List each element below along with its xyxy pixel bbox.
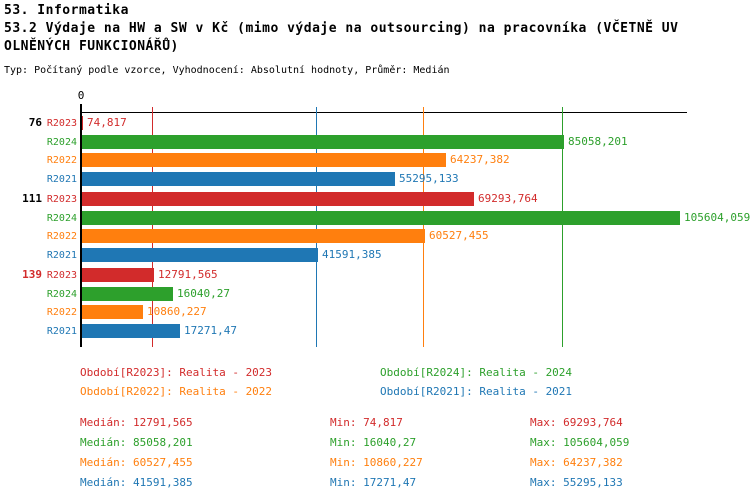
bar-row: 76 R2023 74,817 [0, 116, 750, 130]
series-label-R2024: R2024 [46, 137, 77, 148]
report-meta: Typ: Počítaný podle vzorce, Vyhodnocení:… [4, 65, 450, 76]
median-gridline-R2024 [562, 107, 563, 347]
x-axis-line [80, 112, 687, 113]
group-label: 111 [22, 192, 42, 205]
bar-value-label: 16040,27 [177, 287, 230, 300]
legend-item-R2024: Období[R2024]: Realita - 2024 [380, 366, 573, 379]
bar-value-label: 105604,059 [684, 211, 750, 224]
bar-value-label: 12791,565 [158, 268, 218, 281]
bar-row: R2022 60527,455 [0, 229, 750, 243]
series-label-R2022: R2022 [46, 155, 77, 166]
bar-R2024 [82, 211, 680, 225]
report-title: 53. Informatika [4, 3, 129, 18]
bar-row: 111 R2023 69293,764 [0, 192, 750, 206]
bar-row: R2024 85058,201 [0, 135, 750, 149]
bar-value-label: 69293,764 [478, 192, 538, 205]
bar-row: R2022 64237,382 [0, 153, 750, 167]
series-label-R2023: R2023 [46, 270, 77, 281]
bar-value-label: 74,817 [87, 116, 127, 129]
series-label-R2024: R2024 [46, 289, 77, 300]
stat-max-R2024: Max: 105604,059 [530, 436, 630, 449]
stat-min-R2022: Min: 10860,227 [330, 456, 423, 469]
bar-R2024 [82, 135, 564, 149]
bar-R2022 [82, 153, 446, 167]
stat-max-R2023: Max: 69293,764 [530, 416, 623, 429]
series-label-R2023: R2023 [46, 194, 77, 205]
stat-min-R2024: Min: 16040,27 [330, 436, 417, 449]
group-label: 139 [22, 268, 42, 281]
legend-item-R2022: Období[R2022]: Realita - 2022 [80, 385, 273, 398]
bar-R2022 [82, 229, 425, 243]
bar-row: R2021 55295,133 [0, 172, 750, 186]
series-label-R2024: R2024 [46, 213, 77, 224]
legend-item-R2023: Období[R2023]: Realita - 2023 [80, 366, 273, 379]
bar-value-label: 60527,455 [429, 229, 489, 242]
stat-median-R2023: Medián: 12791,565 [80, 416, 193, 429]
bar-row: 139 R2023 12791,565 [0, 268, 750, 282]
bar-value-label: 85058,201 [568, 135, 628, 148]
bar-value-label: 17271,47 [184, 324, 237, 337]
bar-row: R2021 41591,385 [0, 248, 750, 262]
series-label-R2021: R2021 [46, 174, 77, 185]
stat-median-R2024: Medián: 85058,201 [80, 436, 193, 449]
bar-R2021 [82, 172, 395, 186]
y-axis-line [80, 104, 82, 347]
bar-row: R2024 16040,27 [0, 287, 750, 301]
median-gridline-R2022 [423, 107, 424, 347]
bar-R2023 [82, 268, 154, 282]
bar-value-label: 64237,382 [450, 153, 510, 166]
report-subtitle: 53.2 Výdaje na HW a SW v Kč (mimo výdaje… [4, 21, 679, 36]
stat-median-R2021: Medián: 41591,385 [80, 476, 193, 489]
median-gridline-R2023 [152, 107, 153, 347]
bar-row: R2022 10860,227 [0, 305, 750, 319]
bar-value-label: 10860,227 [147, 305, 207, 318]
stat-min-R2023: Min: 74,817 [330, 416, 403, 429]
bar-R2021 [82, 324, 180, 338]
bar-row: R2021 17271,47 [0, 324, 750, 338]
legend-item-R2021: Období[R2021]: Realita - 2021 [380, 385, 573, 398]
report-subtitle-wrap: OLNĚNÝCH FUNKCIONÁŘŮ) [4, 39, 179, 54]
bar-row: R2024 105604,059 [0, 211, 750, 225]
bar-R2024 [82, 287, 173, 301]
bar-R2023 [82, 192, 474, 206]
series-label-R2022: R2022 [46, 231, 77, 242]
median-gridline-R2021 [316, 107, 317, 347]
bar-value-label: 55295,133 [399, 172, 459, 185]
series-label-R2023: R2023 [46, 118, 77, 129]
bar-value-label: 41591,385 [322, 248, 382, 261]
stat-median-R2022: Medián: 60527,455 [80, 456, 193, 469]
bar-R2023 [82, 116, 83, 130]
bar-R2021 [82, 248, 318, 262]
bar-R2022 [82, 305, 143, 319]
series-label-R2021: R2021 [46, 250, 77, 261]
series-label-R2022: R2022 [46, 307, 77, 318]
axis-zero-tick-label: 0 [77, 89, 85, 102]
stat-max-R2021: Max: 55295,133 [530, 476, 623, 489]
group-label: 76 [28, 116, 42, 129]
series-label-R2021: R2021 [46, 326, 77, 337]
stat-min-R2021: Min: 17271,47 [330, 476, 417, 489]
stat-max-R2022: Max: 64237,382 [530, 456, 623, 469]
